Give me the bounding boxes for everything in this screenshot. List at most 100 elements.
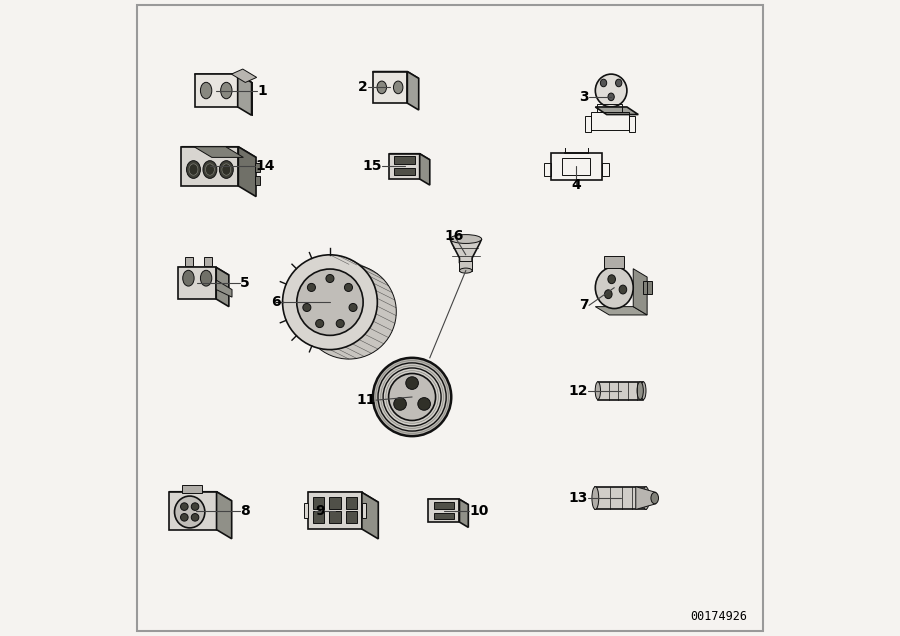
Text: 4: 4: [572, 178, 581, 192]
Ellipse shape: [222, 164, 230, 175]
Bar: [629, 116, 635, 132]
Bar: [346, 511, 357, 523]
Ellipse shape: [302, 265, 396, 359]
Circle shape: [349, 303, 357, 312]
Circle shape: [181, 513, 188, 521]
Circle shape: [302, 303, 310, 312]
Circle shape: [192, 513, 199, 521]
Ellipse shape: [201, 270, 212, 286]
Polygon shape: [373, 72, 408, 103]
Text: 9: 9: [315, 504, 324, 518]
Bar: [585, 116, 591, 132]
Ellipse shape: [641, 382, 646, 399]
Ellipse shape: [175, 496, 205, 528]
Text: 10: 10: [469, 504, 489, 518]
Circle shape: [373, 358, 451, 436]
Circle shape: [192, 503, 199, 511]
Bar: [551, 153, 601, 179]
Polygon shape: [595, 307, 647, 315]
Polygon shape: [308, 492, 362, 529]
Ellipse shape: [186, 161, 201, 178]
Ellipse shape: [203, 161, 217, 178]
Bar: [255, 176, 260, 184]
Polygon shape: [450, 239, 482, 263]
Circle shape: [316, 319, 324, 328]
Ellipse shape: [608, 275, 616, 284]
Bar: [329, 511, 341, 523]
Polygon shape: [598, 382, 644, 399]
Bar: [394, 168, 415, 175]
Polygon shape: [194, 74, 252, 83]
Ellipse shape: [651, 492, 659, 504]
Polygon shape: [178, 268, 229, 275]
Circle shape: [406, 377, 419, 389]
Text: 15: 15: [363, 160, 382, 174]
Polygon shape: [419, 154, 430, 185]
Text: 1: 1: [257, 83, 267, 97]
Polygon shape: [169, 492, 217, 530]
Ellipse shape: [189, 164, 198, 175]
Polygon shape: [231, 69, 256, 83]
Circle shape: [378, 363, 446, 431]
Bar: [544, 163, 551, 176]
Polygon shape: [373, 72, 418, 78]
Text: 2: 2: [358, 80, 368, 94]
Polygon shape: [194, 147, 243, 157]
Ellipse shape: [592, 487, 598, 509]
Ellipse shape: [183, 270, 194, 286]
Text: 8: 8: [240, 504, 250, 518]
Polygon shape: [169, 492, 231, 501]
Ellipse shape: [393, 81, 403, 93]
Bar: [346, 497, 357, 509]
Ellipse shape: [643, 487, 649, 509]
Circle shape: [326, 275, 334, 282]
Bar: [203, 258, 212, 266]
Polygon shape: [217, 492, 231, 539]
Bar: [313, 511, 324, 523]
Polygon shape: [182, 147, 256, 157]
Polygon shape: [194, 74, 238, 107]
Polygon shape: [408, 72, 418, 110]
Polygon shape: [428, 499, 460, 522]
Ellipse shape: [377, 81, 386, 93]
Bar: [394, 156, 415, 164]
Ellipse shape: [201, 82, 212, 99]
Ellipse shape: [460, 268, 473, 273]
Text: 3: 3: [580, 90, 589, 104]
Bar: [304, 503, 308, 518]
Ellipse shape: [605, 290, 612, 299]
Circle shape: [389, 373, 436, 420]
Bar: [598, 104, 623, 112]
Ellipse shape: [616, 79, 622, 86]
Ellipse shape: [283, 255, 377, 350]
Bar: [184, 258, 194, 266]
Bar: [434, 513, 454, 519]
Ellipse shape: [220, 82, 232, 99]
Polygon shape: [634, 269, 647, 315]
Circle shape: [345, 284, 353, 291]
Ellipse shape: [595, 382, 600, 399]
Text: 6: 6: [271, 295, 281, 309]
Polygon shape: [238, 147, 256, 197]
Bar: [591, 112, 629, 130]
Bar: [562, 158, 590, 175]
Circle shape: [308, 284, 316, 291]
Circle shape: [383, 368, 441, 426]
Polygon shape: [595, 107, 638, 114]
Ellipse shape: [619, 285, 626, 294]
Circle shape: [393, 398, 407, 410]
Polygon shape: [635, 487, 656, 509]
Bar: [255, 163, 260, 172]
Circle shape: [337, 319, 345, 328]
Polygon shape: [428, 499, 468, 504]
Text: 00174926: 00174926: [690, 609, 747, 623]
Bar: [601, 163, 609, 176]
Bar: [647, 281, 652, 294]
Polygon shape: [216, 280, 232, 297]
Polygon shape: [308, 492, 378, 502]
Polygon shape: [460, 499, 468, 527]
Ellipse shape: [297, 269, 363, 335]
Bar: [604, 256, 625, 268]
Ellipse shape: [450, 235, 482, 244]
Bar: [313, 497, 324, 509]
